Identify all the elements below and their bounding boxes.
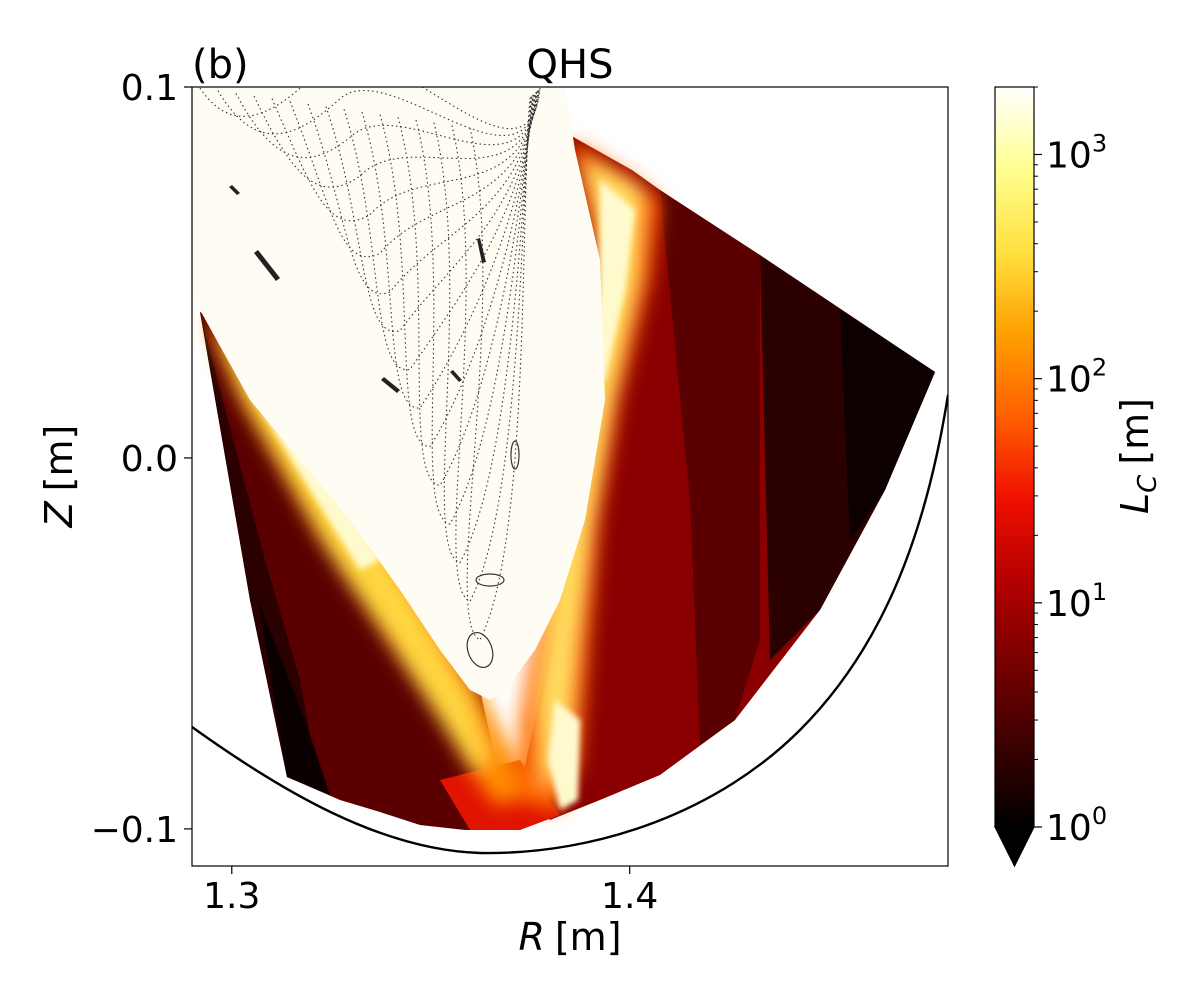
y-axis-label: Z [m] [37, 425, 81, 529]
flux-surfaces [199, 87, 541, 641]
fan-region-right-mid [660, 190, 760, 745]
island [510, 440, 520, 470]
flux-surface-trace [343, 93, 536, 370]
flux-surface-trace [199, 87, 541, 130]
plot-frame [191, 86, 949, 867]
flux-surface-trace [289, 91, 538, 258]
colorbar-tick-label: 100 [1046, 802, 1107, 849]
colorbar-tick-label: 101 [1046, 578, 1107, 625]
y-tick-label: 0.1 [121, 68, 178, 109]
panel-label: (b) [192, 42, 249, 88]
flux-surface-trace [253, 89, 539, 188]
flux-surface-trace [325, 92, 536, 332]
colorbar-tick-exponent: 1 [1092, 578, 1107, 606]
colorbar-tick-exponent: 2 [1092, 354, 1107, 382]
colorbar-tick-label: 102 [1046, 354, 1107, 401]
x-axis-unit: [m] [555, 915, 622, 959]
chart-title: QHS [527, 42, 614, 88]
island [477, 238, 486, 263]
y-tick-label: 0.0 [121, 439, 178, 480]
magnetic-islands [229, 185, 520, 669]
island [450, 370, 462, 382]
colorbar-tick-base: 10 [1046, 808, 1092, 849]
colorbar-extend-min [994, 826, 1035, 868]
colorbar-tick-base: 10 [1046, 135, 1092, 176]
y-axis-unit: [m] [37, 425, 81, 492]
flux-surface-trace [361, 93, 535, 409]
y-axis: 0.1 0.0 −0.1 [91, 68, 192, 851]
flux-surface-trace [307, 91, 537, 295]
x-tick-label: 1.3 [203, 876, 260, 917]
island [381, 377, 400, 393]
flux-surface-trace [217, 88, 540, 136]
colorbar-tick-label: 103 [1046, 129, 1107, 176]
island [475, 573, 505, 587]
vessel-wall [192, 394, 948, 855]
fan-region-left-dark [258, 600, 330, 795]
y-axis-symbol: Z [37, 500, 81, 528]
flux-surface-trace [271, 90, 538, 222]
bottom-strike-highlight [548, 700, 580, 810]
fan-region-left-outer [200, 312, 320, 790]
island [254, 250, 280, 281]
connection-length-field [192, 87, 935, 830]
flux-surface-trace [397, 95, 534, 486]
flux-surface-trace [415, 95, 533, 525]
flux-surface-trace [433, 96, 532, 564]
x-tick-label: 1.4 [601, 876, 658, 917]
colorbar-label-subscript: C [1133, 474, 1163, 493]
x-axis-symbol: R [518, 915, 544, 959]
x-axis: 1.3 1.4 [203, 866, 658, 917]
colorbar-label-unit: [m] [1113, 398, 1157, 465]
colorbar-gradient [994, 86, 1035, 828]
colorbar-label-symbol: L [1113, 493, 1157, 514]
fan-region-right-darkest [840, 310, 935, 540]
plot-area [192, 87, 948, 866]
x-axis-label: R [m] [518, 915, 621, 959]
colorbar-tick-exponent: 3 [1092, 129, 1107, 157]
colorbar-tick-base: 10 [1046, 360, 1092, 401]
flux-surface-trace [379, 94, 534, 448]
colorbar-label: LC [m] [1113, 398, 1163, 514]
island [466, 631, 494, 669]
colorbar-tick-base: 10 [1046, 584, 1092, 625]
colorbar-tick-exponent: 0 [1092, 802, 1107, 830]
y-tick-label: −0.1 [91, 810, 178, 851]
island [229, 185, 240, 195]
